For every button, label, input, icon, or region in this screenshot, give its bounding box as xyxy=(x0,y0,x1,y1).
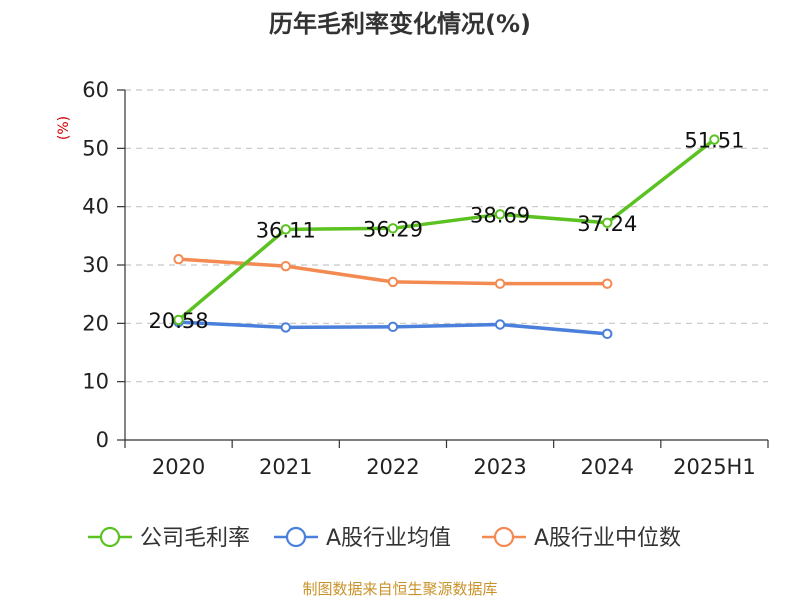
data-labels: 20.58 36.11 36.29 38.69 37.24 51.51 xyxy=(149,129,745,333)
data-point xyxy=(387,321,399,333)
data-point xyxy=(280,322,291,333)
data-point xyxy=(280,224,291,235)
chart-title: 历年毛利率变化情况(%) xyxy=(269,10,531,38)
data-point xyxy=(494,278,506,289)
data-point xyxy=(280,260,291,272)
series-lines xyxy=(173,134,720,340)
legend: 公司毛利率 A股行业均值 A股行业中位数 xyxy=(88,526,681,551)
data-point xyxy=(602,217,613,228)
data-label: 38.69 xyxy=(470,203,530,227)
y-axis-label: (%) xyxy=(56,116,72,140)
legend-label: A股行业中位数 xyxy=(534,526,681,551)
legend-label: 公司毛利率 xyxy=(140,526,250,551)
data-point xyxy=(602,278,613,289)
legend-marker xyxy=(285,526,307,548)
legend-label: A股行业均值 xyxy=(326,526,451,551)
y-tick-label: 20 xyxy=(82,311,109,335)
data-label: 36.29 xyxy=(363,217,423,241)
axes: 0 10 20 30 40 50 60 2020 2021 2022 2023 2024 2025H1 xyxy=(82,78,769,479)
data-point xyxy=(494,209,506,220)
x-tick-label: 2024 xyxy=(581,455,634,479)
data-label: 51.51 xyxy=(684,129,744,153)
data-point xyxy=(494,319,506,330)
data-label: 36.11 xyxy=(256,218,316,242)
x-tick-label: 2020 xyxy=(152,455,205,479)
data-point xyxy=(387,276,399,288)
data-label: 20.58 xyxy=(149,309,209,333)
x-tick-label: 2022 xyxy=(366,455,419,479)
y-tick-label: 50 xyxy=(82,136,109,160)
y-tick-label: 0 xyxy=(96,428,109,452)
grid-lines xyxy=(125,89,768,383)
y-tick-label: 30 xyxy=(82,253,109,277)
data-point xyxy=(709,134,720,145)
legend-marker xyxy=(493,526,515,548)
legend-marker xyxy=(99,526,121,548)
x-tick-label: 2025H1 xyxy=(673,455,756,479)
y-tick-label: 10 xyxy=(82,370,109,394)
x-tick-label: 2023 xyxy=(473,455,526,479)
data-point xyxy=(602,328,613,340)
y-tick-label: 60 xyxy=(82,78,109,102)
series-line xyxy=(176,137,717,322)
x-tick-label: 2021 xyxy=(259,455,312,479)
source-note: 制图数据来自恒生聚源数据库 xyxy=(302,580,497,598)
data-point xyxy=(173,253,184,265)
data-point xyxy=(173,314,184,326)
data-label: 37.24 xyxy=(577,212,637,236)
data-point xyxy=(387,223,399,234)
y-tick-label: 40 xyxy=(82,195,109,219)
